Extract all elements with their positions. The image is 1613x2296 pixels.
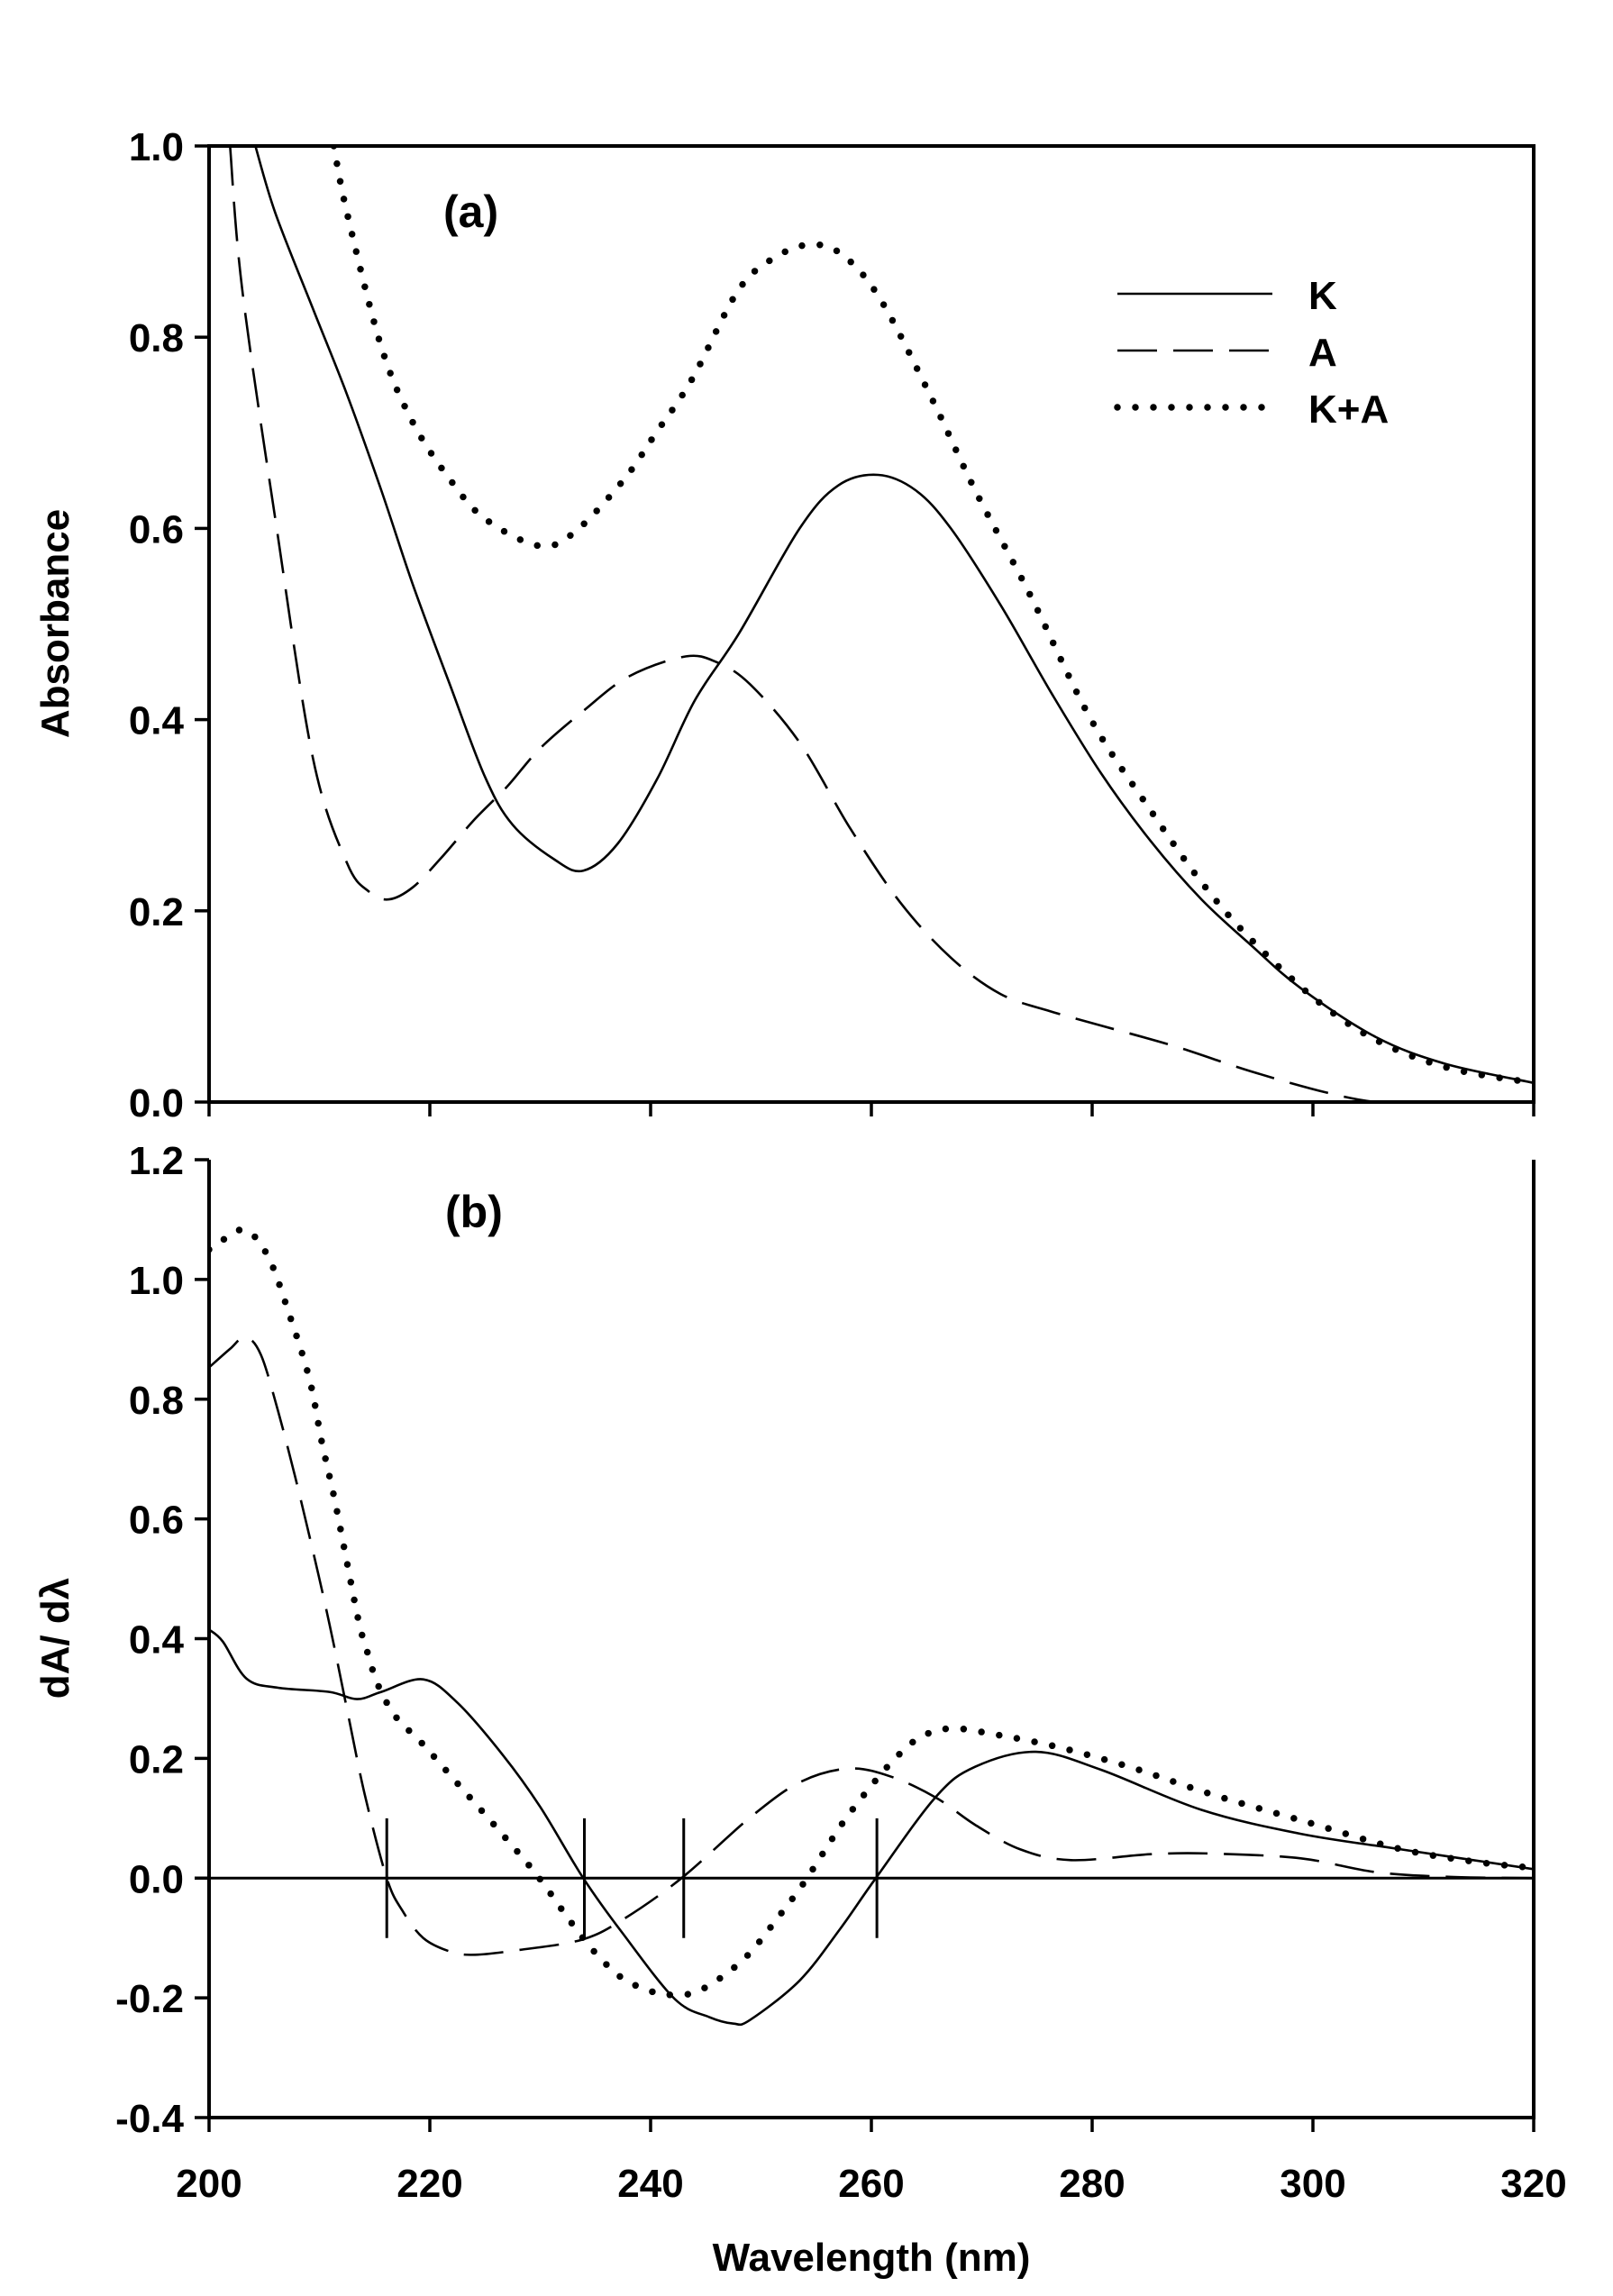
panel-a-label: (a) — [443, 187, 498, 237]
x-tick-label: 200 — [176, 2162, 241, 2206]
y-tick-label: 1.0 — [129, 1259, 184, 1303]
panel-a-absorbance: 0.0 0.2 0.4 0.6 0.8 1.0 (a) Absorbance K A K+… — [33, 125, 1536, 1125]
y-tick-label: -0.4 — [115, 2097, 184, 2141]
series-k-plus-a-line — [209, 1225, 1534, 1999]
y-tick-label: 0.8 — [129, 316, 184, 360]
panel-b-label: (b) — [445, 1187, 503, 1237]
y-tick-label: 0.4 — [129, 699, 185, 743]
panel-a-axes: 0.0 0.2 0.4 0.6 0.8 1.0 — [129, 125, 1536, 1125]
panel-a-series — [229, 146, 1534, 1102]
x-axis-title: Wavelength (nm) — [713, 2236, 1031, 2280]
y-tick-label: 0.0 — [129, 1081, 184, 1125]
y-tick-label: 0.6 — [129, 1499, 184, 1543]
y-tick-label: 0.4 — [129, 1618, 185, 1663]
x-tick-label: 300 — [1280, 2162, 1345, 2206]
panel-b-series — [209, 1225, 1534, 2027]
y-tick-label: 1.2 — [129, 1139, 184, 1183]
y-tick-label: 0.0 — [129, 1857, 184, 1901]
legend: K A K+A — [1114, 274, 1389, 432]
x-tick-label: 220 — [396, 2162, 462, 2206]
x-tick-label: 280 — [1059, 2162, 1125, 2206]
panel-b-y-axis-title: dA/ dλ — [33, 1578, 77, 1699]
y-tick-label: 0.6 — [129, 507, 184, 551]
legend-label-k: K — [1308, 274, 1337, 318]
series-k-plus-a-line — [330, 146, 1534, 1087]
x-tick-label: 320 — [1500, 2162, 1566, 2206]
legend-label-a: A — [1308, 331, 1337, 375]
panel-b-axes: -0.4 -0.2 0.0 0.2 0.4 0.6 0.8 1.0 1.2 200 220 240 26… — [115, 1139, 1567, 2206]
y-tick-label: 1.0 — [129, 125, 184, 169]
panel-b-derivative: -0.4 -0.2 0.0 0.2 0.4 0.6 0.8 1.0 1.2 200 220 240 26… — [33, 1139, 1567, 2280]
x-tick-label: 260 — [838, 2162, 904, 2206]
series-a-line — [229, 146, 1534, 1102]
x-tick-label: 240 — [617, 2162, 683, 2206]
y-tick-label: 0.2 — [129, 890, 184, 934]
series-a-line — [209, 1335, 1534, 1956]
y-tick-label: 0.8 — [129, 1379, 184, 1423]
legend-label-k-plus-a: K+A — [1308, 387, 1389, 432]
series-k-line — [254, 146, 1534, 1085]
series-k-line — [209, 1628, 1534, 2027]
y-tick-label: 0.2 — [129, 1737, 184, 1781]
y-tick-label: -0.2 — [115, 1977, 184, 2021]
panel-a-y-axis-title: Absorbance — [33, 509, 77, 738]
